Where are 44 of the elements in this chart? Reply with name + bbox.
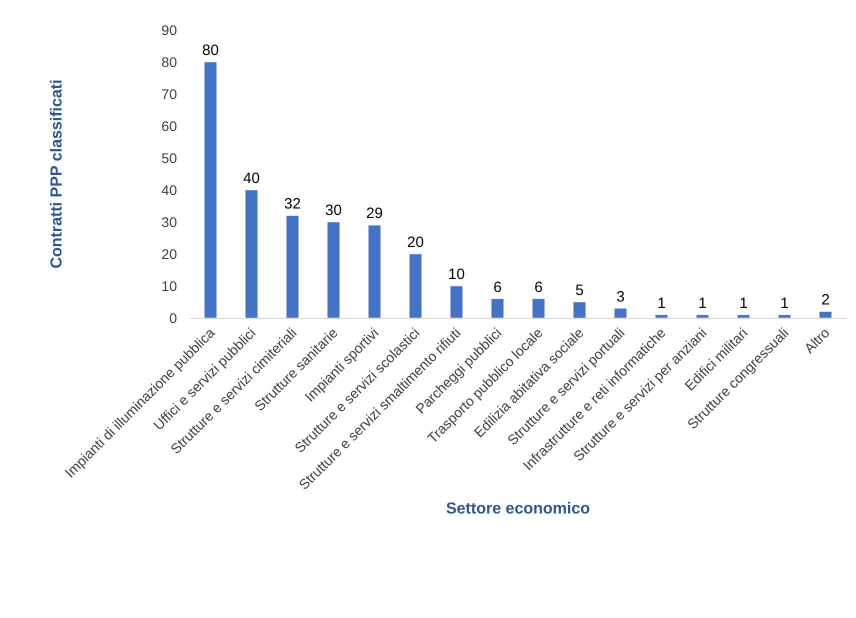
y-axis-title: Contratti PPP classificati bbox=[48, 79, 66, 269]
data-label: 6 bbox=[534, 278, 543, 296]
y-tick-label: 90 bbox=[161, 22, 178, 38]
data-label: 20 bbox=[407, 234, 424, 251]
y-tick-label: 40 bbox=[161, 182, 178, 198]
data-label: 6 bbox=[493, 278, 502, 296]
data-label: 1 bbox=[657, 294, 666, 312]
bar bbox=[204, 62, 217, 318]
data-label: 29 bbox=[366, 205, 383, 222]
bar bbox=[696, 314, 709, 318]
y-tick-label: 70 bbox=[161, 86, 178, 102]
data-label: 1 bbox=[780, 294, 789, 312]
bar bbox=[450, 286, 463, 318]
bar bbox=[491, 298, 504, 318]
bar bbox=[286, 215, 299, 318]
y-tick-label: 10 bbox=[161, 278, 178, 294]
data-label: 1 bbox=[739, 294, 748, 312]
data-label: 2 bbox=[821, 292, 830, 309]
bar bbox=[368, 224, 381, 318]
bar bbox=[573, 302, 586, 318]
x-axis-title: Settore economico bbox=[446, 500, 590, 518]
y-tick-label: 50 bbox=[161, 150, 178, 166]
data-label: 80 bbox=[202, 42, 219, 59]
y-tick-label: 80 bbox=[161, 54, 178, 70]
y-tick-label: 60 bbox=[161, 118, 178, 134]
bar bbox=[245, 190, 258, 318]
data-label: 40 bbox=[243, 170, 260, 187]
data-label: 30 bbox=[325, 202, 342, 219]
data-label: 3 bbox=[616, 288, 625, 306]
bar bbox=[737, 314, 750, 318]
y-tick-label: 20 bbox=[161, 246, 178, 262]
bar bbox=[532, 298, 545, 318]
data-label: 10 bbox=[448, 266, 465, 283]
bar bbox=[778, 314, 791, 318]
data-label: 1 bbox=[698, 294, 707, 312]
data-label: 32 bbox=[284, 196, 301, 213]
data-label: 5 bbox=[575, 282, 584, 299]
bar bbox=[655, 314, 668, 318]
bar bbox=[819, 311, 832, 318]
bar bbox=[409, 254, 422, 318]
bar bbox=[327, 222, 340, 318]
bar bbox=[614, 308, 627, 318]
y-tick-label: 30 bbox=[161, 214, 178, 230]
y-tick-label: 0 bbox=[169, 310, 178, 326]
